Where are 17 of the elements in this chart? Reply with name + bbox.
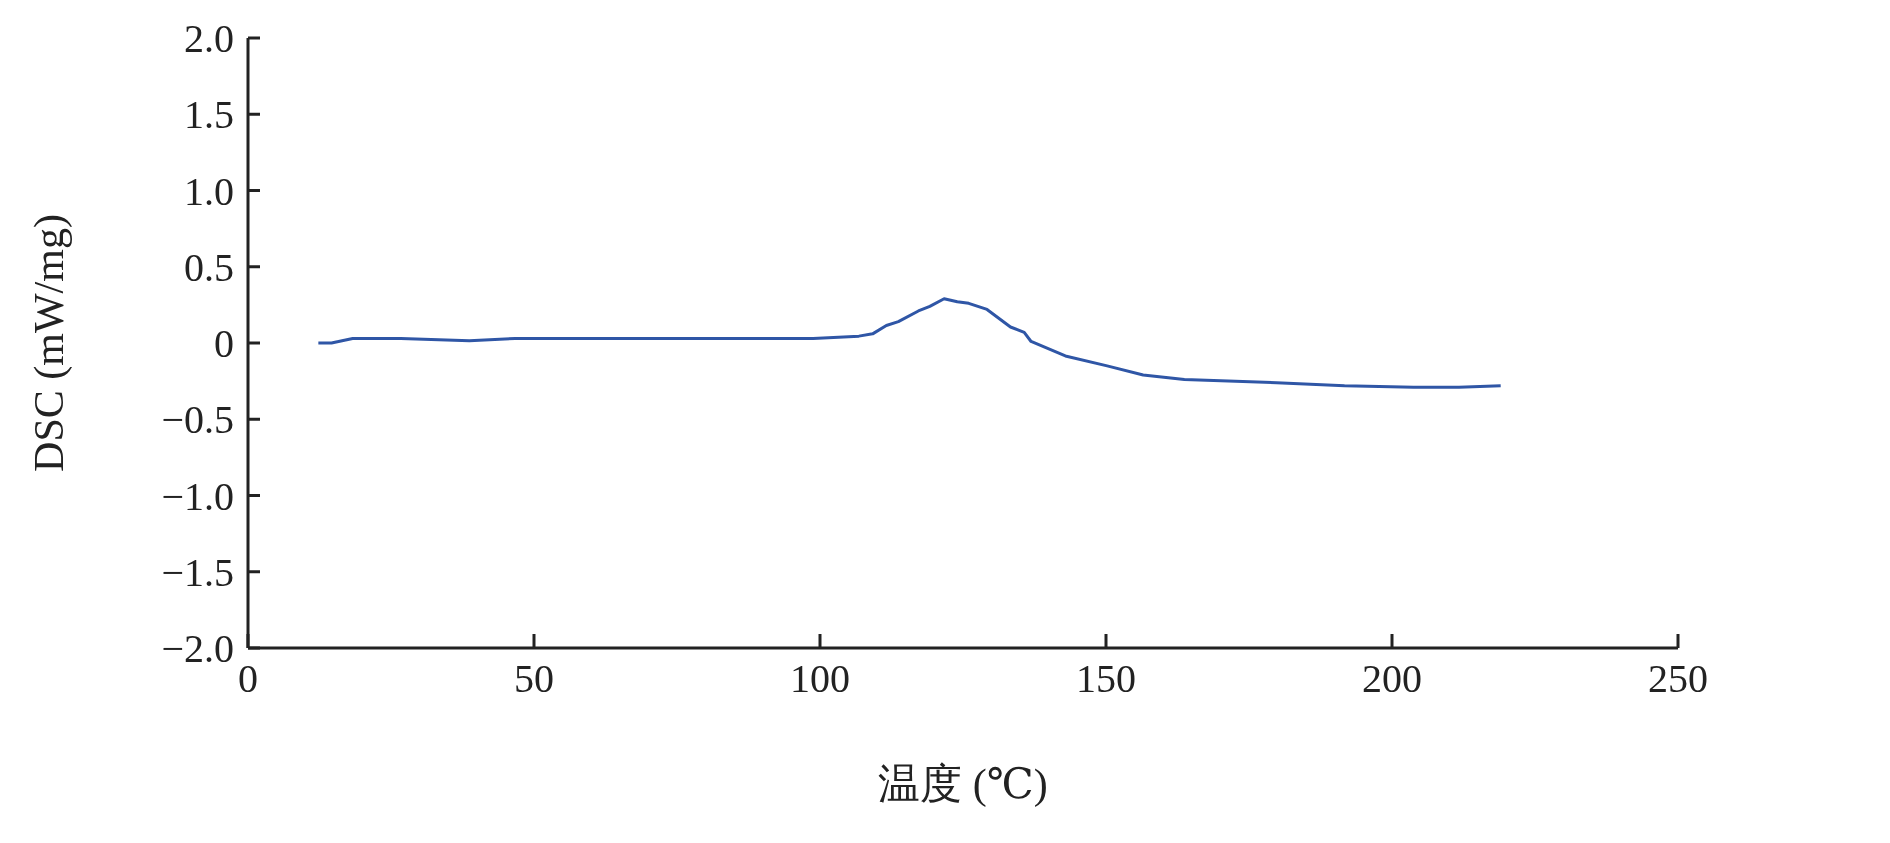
- y-tick-label: 1.5: [184, 92, 234, 138]
- y-tick-label: −1.5: [161, 549, 234, 595]
- y-axis-title: DSC (mW/mg): [25, 214, 73, 472]
- y-tick-label: 0: [214, 321, 234, 367]
- line-series: [316, 297, 1503, 389]
- x-tick-label: 200: [1362, 656, 1422, 702]
- x-tick-label: 250: [1648, 656, 1708, 702]
- y-tick-label: −2.0: [161, 626, 234, 672]
- x-axis-title: 温度 (℃): [878, 761, 1048, 808]
- y-tick-label: 0.5: [184, 244, 234, 290]
- x-tick-label: 150: [1076, 656, 1136, 702]
- x-tick-label: 50: [514, 656, 554, 702]
- y-tick-label: −1.0: [161, 473, 234, 519]
- y-tick-label: 2.0: [184, 16, 234, 62]
- y-tick-label: 1.0: [184, 168, 234, 214]
- y-tick-label: −0.5: [161, 397, 234, 443]
- x-tick-label: 100: [790, 656, 850, 702]
